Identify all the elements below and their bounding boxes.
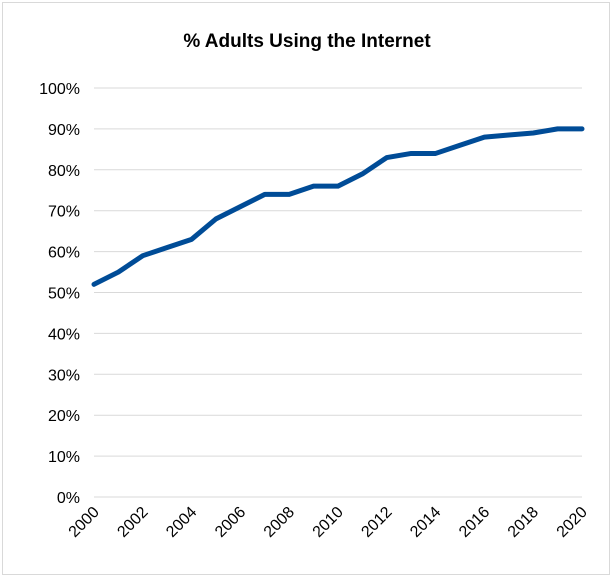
y-tick-label: 90% (48, 122, 80, 139)
x-tick-label: 2004 (163, 504, 200, 541)
data-point (506, 133, 511, 138)
data-point (482, 135, 487, 140)
data-point (214, 216, 218, 221)
data-point (555, 126, 560, 131)
y-tick-label: 30% (48, 367, 80, 384)
x-tick-label: 2012 (358, 504, 395, 541)
y-tick-label: 40% (48, 326, 80, 343)
data-point (140, 253, 145, 258)
data-point (433, 151, 438, 156)
x-tick-label: 2006 (212, 504, 249, 541)
data-point (458, 143, 462, 148)
data-point (92, 282, 96, 287)
y-tick-label: 70% (48, 204, 80, 221)
x-tick-label: 2020 (554, 504, 591, 541)
data-point (360, 171, 365, 176)
data-point (165, 245, 170, 250)
chart-title: % Adults Using the Internet (183, 31, 431, 52)
y-tick-label: 20% (48, 408, 80, 425)
data-point (262, 192, 267, 197)
data-point (116, 270, 121, 275)
data-point (580, 126, 584, 131)
gridlines (94, 87, 582, 498)
x-tick-label: 2008 (261, 504, 298, 541)
series-line (91, 126, 585, 287)
data-point (287, 192, 292, 197)
data-point (189, 237, 194, 242)
data-point (311, 184, 316, 189)
y-tick-label: 0% (57, 490, 80, 507)
data-point (238, 204, 243, 209)
data-point (409, 151, 414, 156)
y-axis-tick-labels: 0% 10% 20% 30% 40% 50% 60% 70% 80% 90% 100% (39, 81, 80, 507)
y-tick-label: 10% (48, 449, 80, 466)
data-point (531, 130, 536, 135)
x-axis-tick-labels: 2000 2002 2004 2006 2008 2010 2012 2014 2016 2018… (66, 504, 591, 541)
y-tick-label: 50% (48, 286, 80, 303)
series-layer (91, 126, 585, 287)
x-tick-label: 2018 (505, 504, 542, 541)
y-tick-label: 60% (48, 245, 80, 262)
x-tick-label: 2010 (310, 504, 347, 541)
y-tick-label: 80% (48, 163, 80, 180)
data-point (336, 184, 340, 189)
x-tick-label: 2000 (66, 504, 103, 541)
x-tick-label: 2002 (114, 504, 151, 541)
data-point (384, 155, 389, 160)
y-tick-label: 100% (39, 81, 80, 98)
x-tick-label: 2016 (456, 504, 493, 541)
x-tick-label: 2014 (407, 504, 444, 541)
